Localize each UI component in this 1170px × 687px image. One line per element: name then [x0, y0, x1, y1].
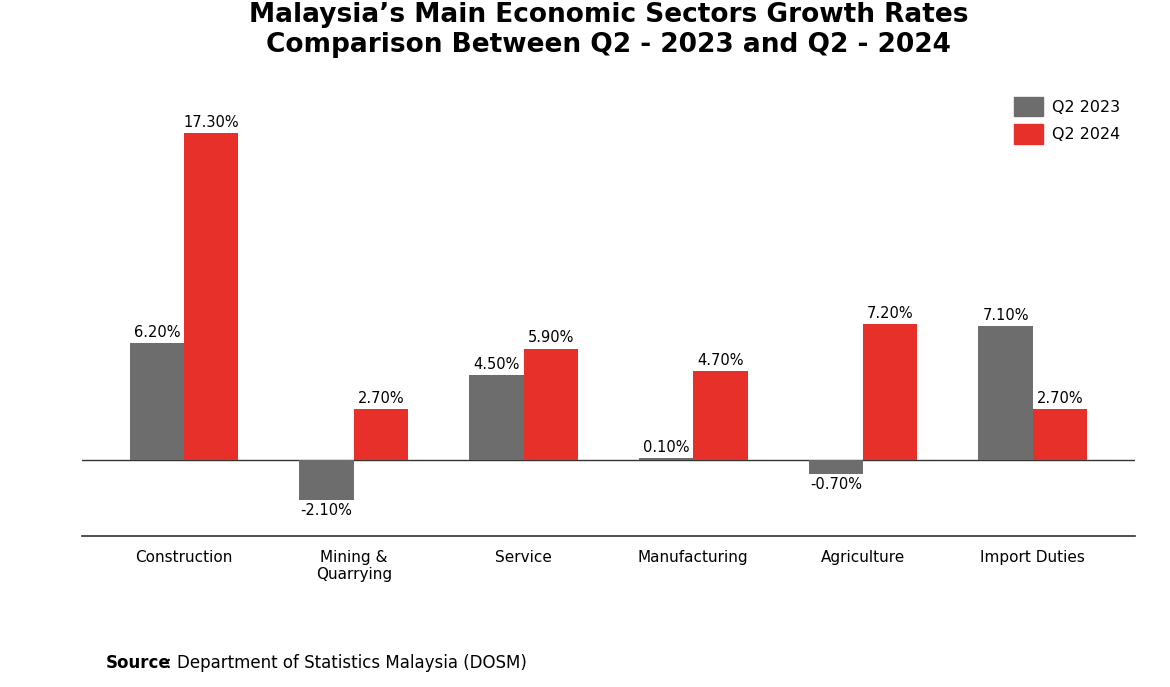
Text: -0.70%: -0.70% — [810, 477, 862, 492]
Text: 2.70%: 2.70% — [358, 391, 405, 406]
Bar — [694, 372, 748, 460]
Bar — [863, 324, 917, 460]
Text: 6.20%: 6.20% — [133, 325, 180, 340]
Bar — [808, 460, 863, 473]
Title: Malaysia’s Main Economic Sectors Growth Rates
Comparison Between Q2 - 2023 and Q: Malaysia’s Main Economic Sectors Growth … — [249, 2, 968, 58]
Text: 5.90%: 5.90% — [528, 330, 573, 346]
Bar — [184, 133, 239, 460]
Text: Source: Source — [105, 654, 170, 672]
Bar — [353, 409, 408, 460]
Text: : Department of Statistics Malaysia (DOSM): : Department of Statistics Malaysia (DOS… — [166, 654, 526, 672]
Bar — [523, 349, 578, 460]
Bar — [639, 458, 694, 460]
Text: 7.10%: 7.10% — [983, 308, 1028, 323]
Text: 4.70%: 4.70% — [697, 353, 744, 368]
Legend: Q2 2023, Q2 2024: Q2 2023, Q2 2024 — [1007, 91, 1127, 150]
Text: 17.30%: 17.30% — [184, 115, 239, 130]
Bar — [1033, 409, 1087, 460]
Text: 7.20%: 7.20% — [867, 306, 914, 321]
Text: -2.10%: -2.10% — [301, 504, 352, 519]
Bar — [469, 375, 523, 460]
Bar — [978, 326, 1033, 460]
Text: 2.70%: 2.70% — [1037, 391, 1083, 406]
Text: 4.50%: 4.50% — [473, 357, 519, 372]
Text: 0.10%: 0.10% — [642, 440, 689, 455]
Bar — [300, 460, 353, 500]
Bar — [130, 343, 184, 460]
